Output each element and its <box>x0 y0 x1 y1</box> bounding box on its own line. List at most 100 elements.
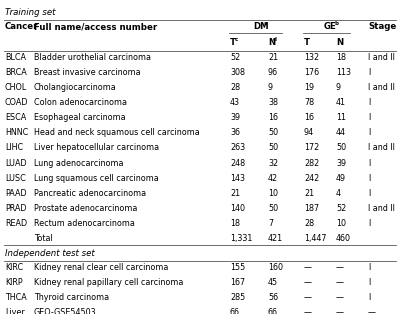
Text: DM: DM <box>253 22 269 31</box>
Text: 4: 4 <box>336 189 341 198</box>
Text: 11: 11 <box>336 113 346 122</box>
Text: 187: 187 <box>304 204 319 213</box>
Text: T: T <box>230 38 236 47</box>
Text: —: — <box>336 263 344 272</box>
Text: Stage: Stage <box>368 22 396 31</box>
Text: —: — <box>336 293 344 302</box>
Text: BLCA: BLCA <box>5 53 26 62</box>
Text: 50: 50 <box>268 204 278 213</box>
Text: I and II: I and II <box>368 53 395 62</box>
Text: I and II: I and II <box>368 83 395 92</box>
Text: 155: 155 <box>230 263 245 272</box>
Text: 66: 66 <box>268 308 278 314</box>
Text: 49: 49 <box>336 174 346 183</box>
Text: 9: 9 <box>268 83 273 92</box>
Text: 44: 44 <box>336 128 346 138</box>
Text: Kidney renal clear cell carcinoma: Kidney renal clear cell carcinoma <box>34 263 168 272</box>
Text: I: I <box>368 278 370 287</box>
Text: 460: 460 <box>336 234 351 243</box>
Text: 28: 28 <box>304 219 314 228</box>
Text: 19: 19 <box>304 83 314 92</box>
Text: 56: 56 <box>268 293 278 302</box>
Text: 36: 36 <box>230 128 240 138</box>
Text: Total: Total <box>34 234 53 243</box>
Text: Training set: Training set <box>5 8 55 17</box>
Text: —: — <box>304 278 312 287</box>
Text: Prostate adenocarcinoma: Prostate adenocarcinoma <box>34 204 137 213</box>
Text: —: — <box>336 278 344 287</box>
Text: READ: READ <box>5 219 27 228</box>
Text: 52: 52 <box>336 204 346 213</box>
Text: N: N <box>336 38 343 47</box>
Text: c: c <box>235 37 238 42</box>
Text: 160: 160 <box>268 263 283 272</box>
Text: 167: 167 <box>230 278 245 287</box>
Text: 421: 421 <box>268 234 283 243</box>
Text: 285: 285 <box>230 293 245 302</box>
Text: 10: 10 <box>268 189 278 198</box>
Text: I: I <box>368 174 370 183</box>
Text: PRAD: PRAD <box>5 204 26 213</box>
Text: 18: 18 <box>230 219 240 228</box>
Text: I and II: I and II <box>368 143 395 153</box>
Text: I: I <box>368 293 370 302</box>
Text: —: — <box>368 308 376 314</box>
Text: 39: 39 <box>230 113 240 122</box>
Text: I: I <box>368 219 370 228</box>
Text: Cholangiocarcinoma: Cholangiocarcinoma <box>34 83 117 92</box>
Text: 39: 39 <box>336 159 346 168</box>
Text: 50: 50 <box>268 128 278 138</box>
Text: Full name/access number: Full name/access number <box>34 22 157 31</box>
Text: 172: 172 <box>304 143 319 153</box>
Text: Liver hepatocellular carcinoma: Liver hepatocellular carcinoma <box>34 143 159 153</box>
Text: Kidney renal papillary cell carcinoma: Kidney renal papillary cell carcinoma <box>34 278 183 287</box>
Text: I and II: I and II <box>368 204 395 213</box>
Text: Esophageal carcinoma: Esophageal carcinoma <box>34 113 126 122</box>
Text: I: I <box>368 68 370 77</box>
Text: 78: 78 <box>304 98 314 107</box>
Text: 113: 113 <box>336 68 351 77</box>
Text: 10: 10 <box>336 219 346 228</box>
Text: I: I <box>368 113 370 122</box>
Text: —: — <box>336 308 344 314</box>
Text: 50: 50 <box>336 143 346 153</box>
Text: THCA: THCA <box>5 293 26 302</box>
Text: 43: 43 <box>230 98 240 107</box>
Text: 242: 242 <box>304 174 319 183</box>
Text: 42: 42 <box>268 174 278 183</box>
Text: 143: 143 <box>230 174 245 183</box>
Text: 9: 9 <box>336 83 341 92</box>
Text: 32: 32 <box>268 159 278 168</box>
Text: 7: 7 <box>268 219 273 228</box>
Text: Lung squamous cell carcinoma: Lung squamous cell carcinoma <box>34 174 159 183</box>
Text: 41: 41 <box>336 98 346 107</box>
Text: KIRC: KIRC <box>5 263 23 272</box>
Text: 21: 21 <box>230 189 240 198</box>
Text: 248: 248 <box>230 159 245 168</box>
Text: Rectum adenocarcinoma: Rectum adenocarcinoma <box>34 219 135 228</box>
Text: I: I <box>368 159 370 168</box>
Text: LUSC: LUSC <box>5 174 26 183</box>
Text: 45: 45 <box>268 278 278 287</box>
Text: 176: 176 <box>304 68 319 77</box>
Text: I: I <box>368 98 370 107</box>
Text: GE: GE <box>324 22 337 31</box>
Text: 140: 140 <box>230 204 245 213</box>
Text: 94: 94 <box>304 128 314 138</box>
Text: —: — <box>304 308 312 314</box>
Text: PAAD: PAAD <box>5 189 26 198</box>
Text: Bladder urothelial carcinoma: Bladder urothelial carcinoma <box>34 53 151 62</box>
Text: 18: 18 <box>336 53 346 62</box>
Text: a: a <box>264 21 268 26</box>
Text: 96: 96 <box>268 68 278 77</box>
Text: 28: 28 <box>230 83 240 92</box>
Text: 308: 308 <box>230 68 245 77</box>
Text: b: b <box>334 21 338 26</box>
Text: I: I <box>368 189 370 198</box>
Text: Head and neck squamous cell carcinoma: Head and neck squamous cell carcinoma <box>34 128 200 138</box>
Text: 1,447: 1,447 <box>304 234 326 243</box>
Text: COAD: COAD <box>5 98 28 107</box>
Text: 132: 132 <box>304 53 319 62</box>
Text: I: I <box>368 263 370 272</box>
Text: ESCA: ESCA <box>5 113 26 122</box>
